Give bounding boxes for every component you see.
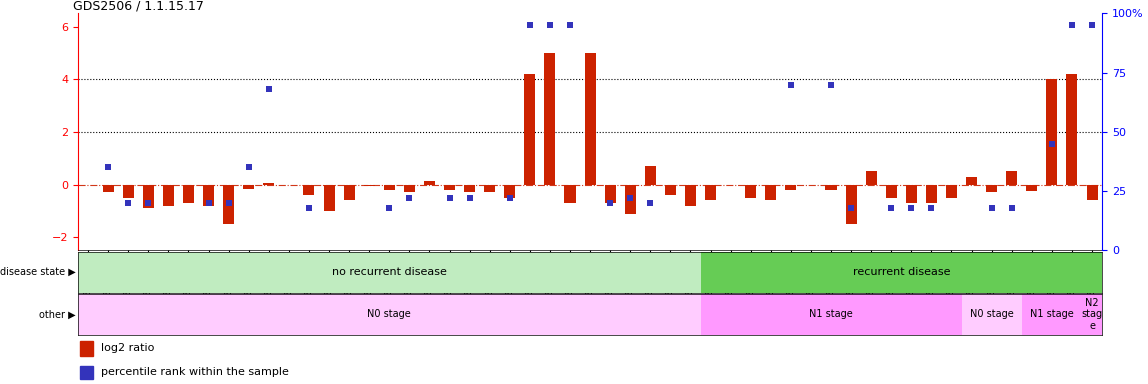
- Bar: [544, 53, 556, 185]
- Text: N1 stage: N1 stage: [1030, 309, 1073, 319]
- Text: N0 stage: N0 stage: [970, 309, 1014, 319]
- Text: N1 stage: N1 stage: [809, 309, 853, 319]
- Bar: [1022, 294, 1083, 335]
- Bar: [123, 185, 134, 198]
- Bar: [404, 185, 414, 192]
- Text: log2 ratio: log2 ratio: [101, 343, 154, 354]
- Bar: [565, 185, 575, 203]
- Bar: [142, 185, 154, 208]
- Point: [902, 205, 921, 211]
- Bar: [78, 294, 700, 335]
- Text: no recurrent disease: no recurrent disease: [332, 267, 447, 277]
- Bar: [825, 185, 837, 190]
- Bar: [700, 252, 1102, 293]
- Bar: [866, 171, 877, 185]
- Bar: [1086, 185, 1097, 200]
- Text: N0 stage: N0 stage: [367, 309, 411, 319]
- Bar: [484, 185, 495, 192]
- Bar: [946, 185, 957, 198]
- Bar: [785, 185, 797, 190]
- Bar: [444, 185, 455, 190]
- Bar: [986, 185, 998, 192]
- Bar: [584, 53, 596, 185]
- Bar: [243, 185, 254, 189]
- Point: [219, 200, 238, 206]
- Bar: [80, 341, 93, 356]
- Point: [99, 164, 117, 170]
- Point: [259, 86, 278, 92]
- Bar: [203, 185, 214, 205]
- Text: other ▶: other ▶: [39, 309, 76, 319]
- Bar: [163, 185, 174, 205]
- Bar: [645, 166, 656, 185]
- Bar: [625, 185, 636, 214]
- Bar: [424, 180, 435, 185]
- Bar: [223, 185, 234, 224]
- Bar: [926, 185, 937, 203]
- Point: [1083, 22, 1101, 28]
- Point: [822, 81, 840, 88]
- Point: [983, 205, 1001, 211]
- Bar: [846, 185, 856, 224]
- Point: [561, 22, 580, 28]
- Point: [782, 81, 800, 88]
- Bar: [303, 185, 315, 195]
- Bar: [700, 294, 962, 335]
- Bar: [263, 183, 274, 185]
- Bar: [745, 185, 757, 198]
- Point: [521, 22, 540, 28]
- Bar: [705, 185, 716, 200]
- Point: [641, 200, 659, 206]
- Point: [139, 200, 157, 206]
- Point: [922, 205, 940, 211]
- Text: recurrent disease: recurrent disease: [853, 267, 951, 277]
- Point: [300, 205, 318, 211]
- Bar: [967, 177, 977, 185]
- Bar: [1006, 171, 1017, 185]
- Point: [501, 195, 519, 201]
- Point: [600, 200, 619, 206]
- Point: [841, 205, 860, 211]
- Bar: [364, 185, 374, 186]
- Bar: [962, 294, 1022, 335]
- Point: [119, 200, 138, 206]
- Bar: [1066, 74, 1078, 185]
- Bar: [504, 185, 515, 198]
- Bar: [605, 185, 615, 203]
- Point: [240, 164, 258, 170]
- Bar: [343, 185, 355, 200]
- Text: percentile rank within the sample: percentile rank within the sample: [101, 367, 288, 377]
- Point: [882, 205, 900, 211]
- Point: [401, 195, 419, 201]
- Text: disease state ▶: disease state ▶: [0, 267, 76, 277]
- Point: [1042, 141, 1061, 147]
- Bar: [102, 185, 114, 192]
- Point: [1002, 205, 1021, 211]
- Bar: [886, 185, 897, 198]
- Point: [1063, 22, 1081, 28]
- Bar: [324, 185, 334, 211]
- Bar: [80, 366, 93, 379]
- Bar: [78, 252, 700, 293]
- Bar: [1046, 79, 1057, 185]
- Bar: [766, 185, 776, 200]
- Point: [441, 195, 459, 201]
- Point: [541, 22, 559, 28]
- Text: GDS2506 / 1.1.15.17: GDS2506 / 1.1.15.17: [73, 0, 204, 12]
- Point: [380, 205, 398, 211]
- Bar: [383, 185, 395, 190]
- Point: [460, 195, 479, 201]
- Text: N2
stag
e: N2 stag e: [1081, 298, 1102, 331]
- Point: [200, 200, 218, 206]
- Bar: [906, 185, 917, 203]
- Bar: [685, 185, 696, 205]
- Bar: [1083, 294, 1102, 335]
- Bar: [1026, 185, 1038, 191]
- Point: [621, 195, 639, 201]
- Bar: [464, 185, 475, 192]
- Bar: [183, 185, 194, 203]
- Bar: [525, 74, 535, 185]
- Bar: [665, 185, 676, 195]
